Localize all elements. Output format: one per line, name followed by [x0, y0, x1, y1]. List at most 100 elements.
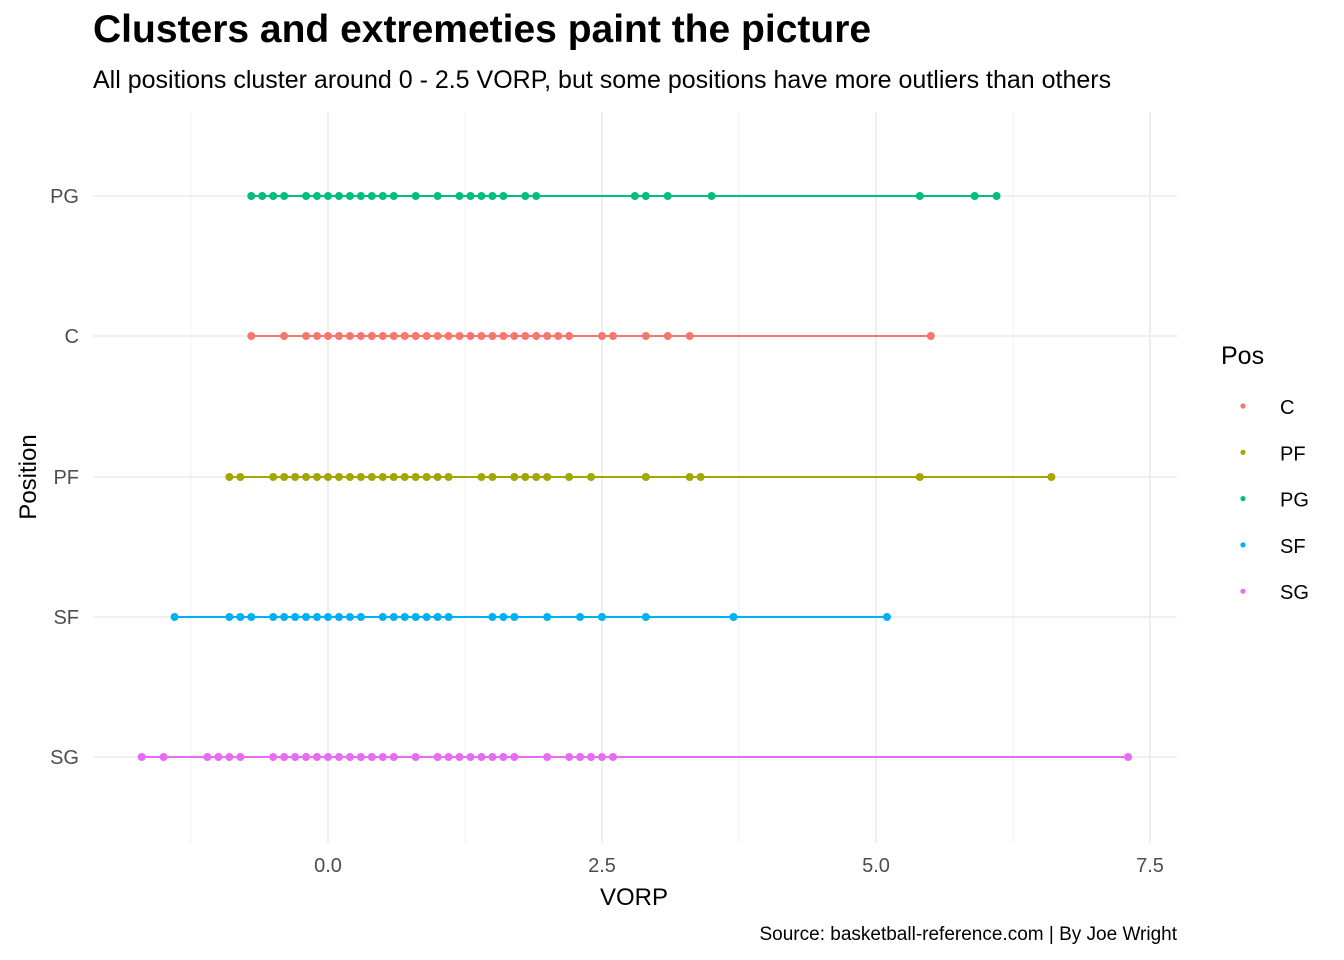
- data-point: [356, 192, 365, 200]
- legend-label: PF: [1280, 443, 1306, 465]
- data-point: [543, 473, 552, 481]
- data-point: [466, 753, 475, 761]
- data-point: [356, 473, 365, 481]
- data-point: [302, 753, 311, 761]
- data-point: [345, 192, 354, 200]
- data-point: [302, 332, 311, 340]
- data-point: [433, 192, 442, 200]
- data-point: [345, 332, 354, 340]
- data-point: [356, 332, 365, 340]
- x-tick-label: 0.0: [314, 855, 342, 877]
- chart-subtitle: All positions cluster around 0 - 2.5 VOR…: [93, 66, 1112, 94]
- data-point: [510, 332, 519, 340]
- data-point: [367, 473, 376, 481]
- series-pg: [247, 192, 1001, 200]
- chart-title: Clusters and extremeties paint the pictu…: [93, 8, 872, 51]
- data-point: [269, 753, 278, 761]
- data-point: [378, 473, 387, 481]
- data-point: [411, 473, 420, 481]
- y-tick-label: C: [65, 326, 79, 348]
- data-point: [466, 332, 475, 340]
- data-point: [663, 332, 672, 340]
- x-tick-label: 7.5: [1136, 855, 1164, 877]
- data-point: [258, 192, 267, 200]
- data-point: [313, 473, 322, 481]
- data-point: [356, 753, 365, 761]
- data-point: [499, 192, 508, 200]
- legend-swatch: [1240, 496, 1246, 502]
- data-point: [214, 753, 223, 761]
- series-layer: [137, 192, 1133, 761]
- data-point: [345, 753, 354, 761]
- data-point: [334, 473, 343, 481]
- data-point: [477, 753, 486, 761]
- legend-title: Pos: [1221, 342, 1264, 370]
- data-point: [576, 753, 585, 761]
- data-point: [378, 332, 387, 340]
- data-point: [532, 192, 541, 200]
- data-point: [225, 613, 234, 621]
- data-point: [378, 753, 387, 761]
- data-point: [641, 192, 650, 200]
- data-point: [510, 473, 519, 481]
- data-point: [455, 753, 464, 761]
- data-point: [926, 332, 935, 340]
- data-point: [302, 613, 311, 621]
- data-point: [334, 192, 343, 200]
- x-tick-label: 5.0: [862, 855, 890, 877]
- data-point: [411, 613, 420, 621]
- x-tick-label: 2.5: [588, 855, 616, 877]
- data-point: [882, 613, 891, 621]
- data-point: [324, 473, 332, 481]
- legend-label: SG: [1280, 582, 1309, 604]
- legend-label: PG: [1280, 490, 1309, 512]
- data-point: [992, 192, 1001, 200]
- data-point: [433, 753, 442, 761]
- data-point: [389, 192, 398, 200]
- data-point: [389, 332, 398, 340]
- data-point: [291, 753, 300, 761]
- data-point: [587, 753, 596, 761]
- data-point: [324, 332, 332, 340]
- data-point: [247, 192, 256, 200]
- data-point: [422, 332, 431, 340]
- legend-swatch: [1240, 449, 1246, 455]
- data-point: [444, 332, 453, 340]
- data-point: [455, 332, 464, 340]
- data-point: [488, 332, 497, 340]
- data-point: [532, 473, 541, 481]
- data-point: [641, 332, 650, 340]
- data-point: [389, 613, 398, 621]
- data-point: [565, 473, 574, 481]
- data-point: [565, 332, 574, 340]
- data-point: [915, 473, 924, 481]
- data-point: [324, 613, 332, 621]
- series-c: [247, 332, 935, 340]
- data-point: [915, 192, 924, 200]
- data-point: [324, 192, 332, 200]
- data-point: [236, 753, 245, 761]
- data-point: [367, 753, 376, 761]
- series-pf: [225, 473, 1056, 481]
- data-point: [663, 192, 672, 200]
- data-point: [400, 332, 409, 340]
- data-point: [247, 613, 256, 621]
- data-point: [477, 192, 486, 200]
- data-point: [313, 613, 322, 621]
- data-point: [608, 332, 617, 340]
- data-point: [269, 613, 278, 621]
- data-point: [466, 192, 475, 200]
- data-point: [280, 332, 289, 340]
- data-point: [345, 613, 354, 621]
- data-point: [729, 613, 738, 621]
- data-point: [488, 753, 497, 761]
- data-point: [488, 473, 497, 481]
- data-point: [543, 332, 552, 340]
- data-point: [334, 613, 343, 621]
- data-point: [1124, 753, 1133, 761]
- data-point: [433, 473, 442, 481]
- data-point: [543, 753, 552, 761]
- y-tick-label: SF: [53, 607, 79, 629]
- data-point: [433, 332, 442, 340]
- data-point: [400, 473, 409, 481]
